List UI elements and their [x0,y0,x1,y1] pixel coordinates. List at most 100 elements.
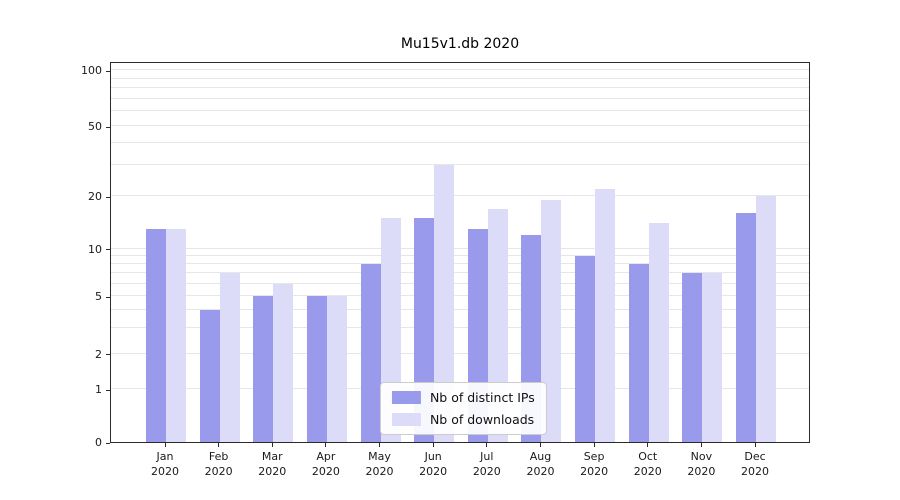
legend-label-downloads: Nb of downloads [429,412,535,427]
gridline [111,247,809,249]
legend-item-distinct-ips: Nb of distinct IPs [391,390,535,405]
legend: Nb of distinct IPs Nb of downloads [379,382,547,435]
gridline [111,272,809,274]
x-tick-month: Jun [424,450,442,463]
bar-nb-of-downloads [166,228,186,442]
bar-nb-of-downloads [219,273,240,442]
y-tick-label: 1 [95,383,102,397]
x-tick-mark [647,443,649,447]
bar-nb-of-distinct-ips [360,264,381,442]
x-tick-month: Feb [208,450,229,463]
x-tick-year: 2020 [741,465,769,478]
legend-label-distinct-ips: Nb of distinct IPs [429,390,535,405]
x-tick-label: Jan 2020 [133,449,197,479]
gridline [111,255,809,257]
x-tick-month: Jan [156,450,174,463]
bar-nb-of-distinct-ips [306,296,327,442]
gridline [111,69,809,71]
y-tick-mark [106,296,110,298]
x-tick-mark [700,443,702,447]
plot-area: Nb of distinct IPs Nb of downloads [110,62,810,443]
y-tick-mark [106,196,110,198]
y-tick-mark [106,389,110,391]
legend-item-downloads: Nb of downloads [391,412,535,427]
bar-nb-of-downloads [756,196,776,442]
bar-nb-of-distinct-ips [736,213,756,442]
x-tick-mark [164,443,166,447]
bar-nb-of-downloads [434,165,455,442]
y-tick-mark [106,249,110,251]
bar-nb-of-downloads [648,223,669,442]
gridline [111,353,809,354]
y-tick-label: 50 [88,120,102,134]
bar-nb-of-downloads [595,188,616,442]
x-tick-month: Oct [638,450,658,463]
gridline [111,77,809,79]
x-tick-month: Apr [316,450,336,463]
x-tick-mark [593,443,595,447]
x-tick-mark [271,443,273,447]
legend-swatch-distinct-ips [391,391,421,404]
gridline [111,309,809,311]
y-tick-label: 100 [81,64,102,78]
bar-nb-of-distinct-ips [575,256,596,442]
bar-nb-of-distinct-ips [199,310,220,442]
bar-nb-of-distinct-ips [628,264,649,442]
x-tick-month: Aug [529,450,552,463]
x-tick-year: 2020 [472,465,501,478]
x-tick-year: 2020 [204,465,233,478]
gridline [111,110,809,112]
x-tick-year: 2020 [419,465,448,478]
y-tick-mark [106,70,110,72]
x-tick-year: 2020 [365,465,394,478]
x-tick-mark [325,443,327,447]
x-tick-month: Jul [480,450,494,463]
x-tick-mark [379,443,381,447]
x-tick-mark [539,443,541,447]
x-tick-label: May 2020 [348,449,412,479]
y-tick-label: 10 [88,242,102,256]
x-tick-year: 2020 [258,465,287,478]
x-tick-mark [754,443,756,447]
x-tick-label: Mar 2020 [240,449,304,479]
x-tick-year: 2020 [526,465,555,478]
x-tick-month: Sep [583,450,605,463]
x-tick-label: Aug 2020 [508,449,572,479]
chart-title: Mu15v1.db 2020 [400,36,520,52]
y-tick-mark [106,442,110,444]
y-tick-mark [106,126,110,128]
bar-nb-of-distinct-ips [146,228,166,442]
y-tick-label: 2 [95,347,102,361]
gridline [111,142,809,144]
y-tick-label: 20 [88,190,102,204]
y-tick-label: 5 [95,290,102,304]
x-tick-label: Dec 2020 [723,449,787,479]
bar-nb-of-distinct-ips [682,273,703,442]
gridline [111,97,809,99]
gridline [111,87,809,89]
gridline [111,125,809,127]
x-tick-year: 2020 [580,465,609,478]
x-tick-label: Apr 2020 [294,449,358,479]
x-tick-mark [432,443,434,447]
x-tick-label: Nov 2020 [669,449,733,479]
x-tick-month: Dec [744,450,766,463]
x-tick-year: 2020 [633,465,662,478]
gridline [111,295,809,297]
x-tick-label: Jun 2020 [401,449,465,479]
y-tick-label: 0 [95,436,102,449]
y-tick-mark [106,354,110,356]
bar-nb-of-downloads [702,273,723,442]
x-tick-label: Sep 2020 [562,449,626,479]
x-tick-year: 2020 [311,465,340,478]
legend-swatch-downloads [391,413,421,426]
bar-nb-of-downloads [326,296,347,442]
x-tick-month: Nov [690,450,713,463]
x-tick-year: 2020 [687,465,716,478]
bar-nb-of-distinct-ips [253,296,274,442]
x-tick-mark [218,443,220,447]
gridline [111,195,809,197]
gridline [111,263,809,265]
x-tick-mark [486,443,488,447]
